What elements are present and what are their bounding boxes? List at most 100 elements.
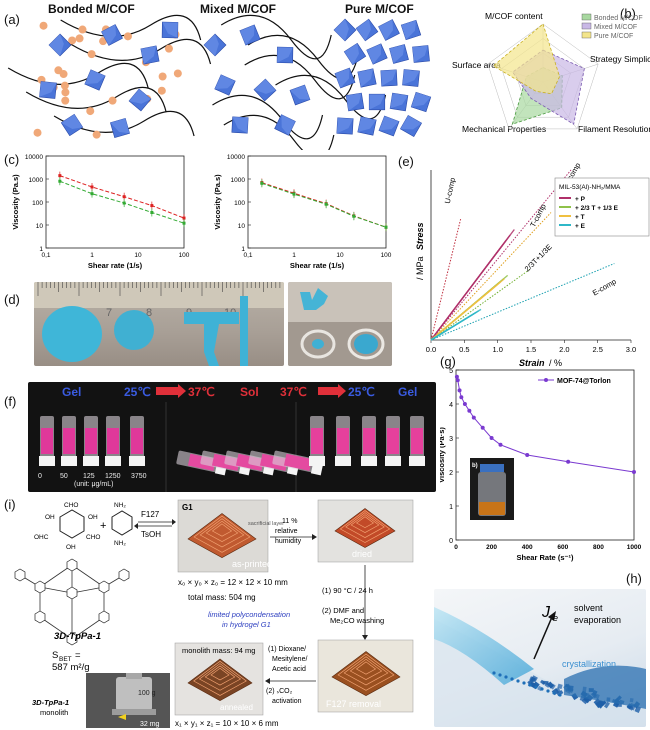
c-ytick: 1000: [29, 177, 44, 184]
conc-unit: (unit: μg/mL): [74, 481, 113, 488]
c-point: [90, 192, 94, 196]
vial: [409, 416, 425, 466]
panel-a-illustration: [7, 14, 432, 150]
nh2-bottom: NH₂: [114, 540, 126, 547]
octahedron: [412, 45, 430, 63]
e-reference-line: [430, 169, 572, 341]
humidity-1: 11 %: [282, 518, 297, 525]
f127-removal-label: F127 removal: [326, 699, 381, 709]
g-point: [525, 453, 530, 457]
temp-25-left: 25℃: [124, 385, 151, 399]
panel-g: (g) 0 1 2 3 4 5 0 200 400 600 800 1000 Shear Rate (s…: [440, 350, 650, 565]
aldehyde-monomer: CHO OHC CHO OH OH OH: [34, 502, 100, 551]
sco2-label: (2) ₛCO₂: [266, 688, 293, 695]
octahedron: [336, 117, 354, 135]
step2-label: (2) DMF and: [322, 606, 364, 615]
e-reference-line: [430, 263, 615, 341]
octahedron: [140, 45, 160, 65]
g-xtick: 400: [522, 544, 533, 551]
octahedron: [400, 19, 422, 41]
mass-32-label: 32 mg: [140, 721, 160, 728]
pyramid-layer: [204, 665, 236, 686]
e-xtick: 0.5: [459, 345, 469, 354]
vial: [105, 416, 121, 466]
cof-particle: [158, 72, 167, 81]
panel-h: (h) J e solvent evaporation crystallizat…: [430, 565, 650, 730]
octahedron: [355, 18, 379, 42]
gel-sol-illustration: Gel 25℃ 37℃ Sol 37℃ 25℃ Gel 0 50 125 125…: [38, 384, 425, 492]
e-xtick: 1.0: [492, 345, 502, 354]
framework-ring: [118, 568, 130, 582]
total-mass-label: total mass: 504 mg: [188, 593, 256, 602]
cho-label-top: CHO: [64, 502, 78, 509]
legend-pure: Pure M/COF: [594, 33, 633, 40]
crystal-droplet: [498, 673, 502, 677]
g-xtick: 200: [486, 544, 497, 551]
panel-label-i: (i): [4, 497, 16, 512]
panel-a: (a) Bonded M/COF Mixed M/COF Pure M/COF: [0, 0, 440, 150]
c-ylabel: Viscosity (Pa.s): [213, 174, 222, 230]
dioxane-3: Acetic acid: [272, 666, 306, 673]
cof-particle: [164, 44, 173, 53]
e-curve-label: 2/3T+1/3E: [523, 242, 554, 273]
panel-b: (b) M/COF content Strategy Simplicity Fi…: [440, 0, 650, 150]
e-xtick: 2.5: [592, 345, 602, 354]
mixed-illustration: [203, 14, 387, 150]
nh2-top: NH₂: [114, 502, 126, 509]
cof-particle: [75, 34, 84, 43]
conc-0: 0: [38, 473, 42, 480]
conc-3750: 3750: [131, 473, 147, 480]
monolith-name: 3D-TpPa-1: [32, 698, 69, 707]
g-series-line: [456, 376, 635, 473]
g-point: [632, 470, 636, 474]
dried-label: dried: [352, 549, 372, 559]
crystal-droplet: [510, 677, 514, 681]
step2b-label: Me₂CO washing: [330, 616, 384, 625]
octahedron: [231, 116, 249, 134]
oh-label-3: OH: [66, 544, 76, 551]
e-xtick: 0.0: [426, 345, 436, 354]
stress-strain-chart: 0.0 0.5 1.0 1.5 2.0 2.5 3.0 Strain / % Stress / …: [415, 161, 650, 368]
octahedron: [276, 46, 294, 64]
cof-particle: [39, 21, 48, 30]
c-point: [384, 225, 388, 229]
c-point: [182, 216, 186, 220]
e-legend-entry: + E: [575, 223, 586, 230]
octahedron: [389, 92, 409, 112]
framework-ring: [66, 558, 78, 572]
sbet-area: 587 m²/g: [52, 662, 90, 673]
crystal-droplet: [534, 685, 538, 689]
g-ylabel: Viscosity (Pa·s): [440, 427, 446, 483]
sbet-eq: =: [75, 650, 81, 661]
g-ytick: 3: [449, 436, 453, 443]
ruler-number: 7: [106, 307, 112, 319]
pyramid-layer: [210, 667, 230, 681]
blue-post: [240, 296, 248, 366]
framework-ring: [14, 568, 26, 582]
cof-particle: [60, 81, 69, 90]
cof-particle: [92, 130, 101, 139]
plus-sign: +: [100, 520, 106, 532]
g-xlabel: Shear Rate (s⁻¹): [517, 553, 574, 562]
crystal-droplet: [558, 693, 562, 697]
sbet-s: S: [52, 650, 58, 661]
octahedron: [357, 116, 377, 136]
c-xtick: 100: [381, 252, 392, 259]
c-series-line: [59, 180, 185, 224]
vial: [83, 416, 99, 466]
blue-disc-2: [114, 310, 154, 350]
c-series-line: [59, 175, 185, 219]
je-sub: e: [553, 613, 558, 623]
mixed-title: Mixed M/COF: [200, 2, 277, 16]
printed-shapes-photo-2: [288, 282, 392, 366]
vial: [39, 416, 55, 466]
g-jar-content: [479, 502, 505, 515]
octahedron: [48, 33, 72, 57]
g-legend-marker: [544, 378, 548, 382]
octahedron: [60, 113, 84, 137]
framework-ring: [34, 580, 46, 594]
panel-label-d: (d): [4, 292, 20, 307]
c-point: [324, 202, 328, 206]
oh-label-1: OH: [45, 514, 55, 521]
